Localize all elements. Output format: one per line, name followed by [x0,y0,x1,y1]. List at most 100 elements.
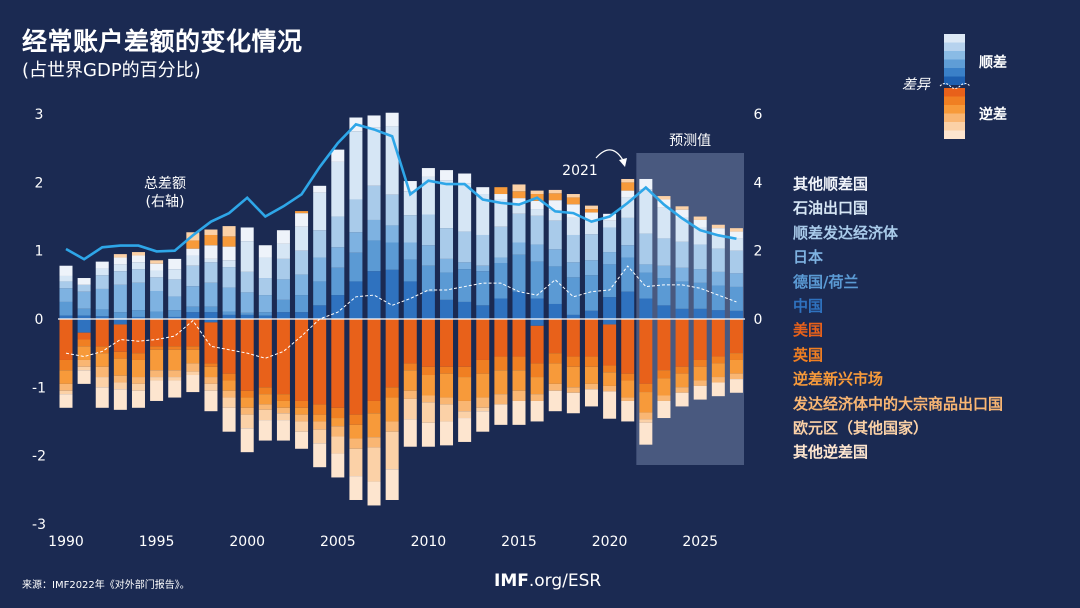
bar-segment [59,390,73,395]
bar-segment [222,373,236,381]
bar-segment [131,282,145,311]
bar-segment [421,245,435,266]
bar-segment [240,314,254,319]
bar-segment [77,308,91,316]
bar-segment [729,379,743,393]
bar-segment [59,281,73,289]
bar-segment [711,356,725,364]
bar-segment [476,194,490,235]
bar-segment [584,310,598,319]
bar-segment [458,400,472,412]
x-tick: 1995 [139,534,175,550]
source-note: 来源：IMF2022年《对外部门报告》。 [22,580,190,591]
legend-label: 其他顺差国 [793,175,869,193]
bar-segment [675,267,689,282]
legend-item-surplus-advanced: 顺差发达经济体 [793,221,1003,245]
bar-segment [675,206,689,210]
bar-segment [530,200,544,210]
bar-segment [530,209,544,216]
bar-segment [222,319,236,374]
bar-segment [385,387,399,398]
bar-segment [295,319,309,401]
bar-segment [476,411,490,432]
bar-segment [385,469,399,500]
bar-segment [77,370,91,384]
bar-segment [131,262,145,270]
bar-segment [240,414,254,429]
bar-segment [494,199,508,227]
bar-segment [512,242,526,255]
bar-segment [276,420,290,441]
bar-segment [131,269,145,283]
bar-segment [222,260,236,268]
bar-segment [367,319,381,401]
bar-segment [548,189,562,194]
bar-segment [349,281,363,319]
deficit-swatch [944,96,965,105]
y-left-tick: -2 [32,449,46,465]
bar-segment [530,319,544,326]
bar-segment [566,366,580,388]
bar-segment [113,358,127,376]
forecast-band [636,153,744,465]
bar-segment [530,261,544,299]
bar-segment [421,319,435,367]
bar-segment [440,228,454,259]
bar-segment [621,197,635,218]
legend-item-deficit-em: 逆差新兴市场 [793,367,1003,391]
bar-segment [675,319,689,367]
bar-segment [276,312,290,319]
bar-segment [240,292,254,313]
x-tick: 1990 [48,534,84,550]
bar-segment [711,382,725,397]
bar-segment [77,319,91,333]
bar-segment [403,319,417,364]
bar-segment [494,370,508,395]
bar-segment [222,380,236,391]
bar-segment [258,245,272,258]
bar-segment [693,319,707,360]
legend-label: 欧元区（其他国家） [793,418,929,437]
bar-segment [113,284,127,313]
forecast-label: 预测值 [669,133,711,149]
bar-segment [584,366,598,384]
bar-segment [440,258,454,273]
bar-segment [204,282,218,307]
bar-segment [657,370,671,379]
bar-segment [59,383,73,391]
bar-segment [59,301,73,316]
bar-segment [258,394,272,405]
bar-segment [657,378,671,396]
bar-segment [113,319,127,325]
legend-diff-label: 差异 [902,77,931,93]
bar-segment [349,476,363,500]
bar-segment [494,356,508,371]
bar-segment [693,244,707,270]
bar-segment [131,390,145,408]
bar-segment [621,217,635,246]
bar-segment [204,258,218,263]
bar-segment [548,303,562,319]
bar-segment [403,181,417,192]
bar-segment [494,257,508,263]
bar-segment [168,319,182,347]
bar-segment [131,255,145,263]
bar-segment [168,346,182,350]
bar-segment [693,359,707,367]
bar-segment [693,216,707,220]
legend-item-other-deficit: 其他逆差国 [793,440,1003,464]
bar-segment [59,265,73,276]
bar-segment [421,375,435,396]
bar-segment [548,383,562,391]
bar-segment [729,231,743,239]
bar-segment [621,245,635,258]
bar-segment [639,419,653,423]
bar-segment [113,257,127,265]
bar-segment [59,394,73,408]
bar-segment [711,234,725,249]
bar-segment [258,409,272,421]
bar-segment [295,295,309,313]
bar-segment [639,233,653,265]
chart-title: 经常账户差额的变化情况 [22,27,303,56]
